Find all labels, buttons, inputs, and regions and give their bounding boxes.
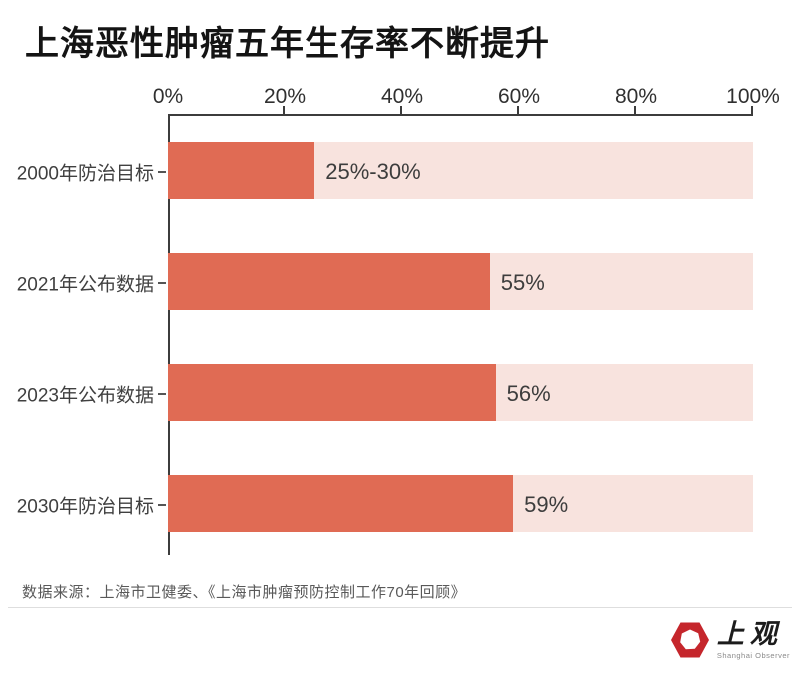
logo-en-label: Shanghai Observer bbox=[716, 650, 790, 660]
bar-value-label: 25%-30% bbox=[325, 158, 421, 184]
category-label: 2000年防治目标 bbox=[16, 163, 154, 184]
bar-value-label: 55% bbox=[500, 269, 545, 295]
x-axis-label: 100% bbox=[726, 85, 780, 108]
data-source-note: 数据来源：上海市卫健委、《上海市肿瘤预防控制工作70年回顾》 bbox=[22, 584, 467, 601]
x-axis-label: 20% bbox=[263, 85, 307, 108]
x-axis-label: 80% bbox=[614, 85, 658, 108]
y-axis-line bbox=[168, 114, 170, 555]
bar-value-label: 59% bbox=[524, 491, 569, 517]
bar-value-label: 56% bbox=[506, 380, 551, 406]
category-tick bbox=[158, 503, 166, 506]
shanghai-observer-logo: 上观 Shanghai Observer bbox=[670, 619, 790, 661]
x-axis-tick bbox=[283, 106, 285, 114]
x-axis-tick bbox=[517, 106, 519, 114]
logo-cn-label: 上观 bbox=[716, 618, 783, 650]
category-label: 2021年公布数据 bbox=[16, 274, 154, 295]
logo-text: 上观 Shanghai Observer bbox=[717, 621, 790, 660]
logo-hexagon-icon bbox=[670, 619, 710, 661]
x-axis-label: 60% bbox=[497, 85, 541, 108]
chart-title: 上海恶性肿瘤五年生存率不断提升 bbox=[25, 25, 550, 63]
category-tick bbox=[158, 392, 166, 395]
x-axis-line bbox=[168, 114, 753, 116]
footer-divider bbox=[8, 607, 792, 608]
bar-fill bbox=[168, 253, 490, 310]
bar-fill bbox=[168, 475, 514, 532]
x-axis-tick bbox=[400, 106, 402, 114]
x-axis-label: 0% bbox=[152, 85, 184, 108]
category-label: 2023年公布数据 bbox=[16, 385, 154, 406]
category-tick bbox=[158, 281, 166, 284]
x-axis-label: 40% bbox=[380, 85, 424, 108]
category-tick bbox=[158, 170, 166, 173]
bar-fill bbox=[168, 142, 315, 199]
bar-fill bbox=[168, 364, 496, 421]
category-label: 2030年防治目标 bbox=[16, 496, 154, 517]
x-axis-tick bbox=[634, 106, 636, 114]
x-axis-tick bbox=[751, 106, 753, 114]
